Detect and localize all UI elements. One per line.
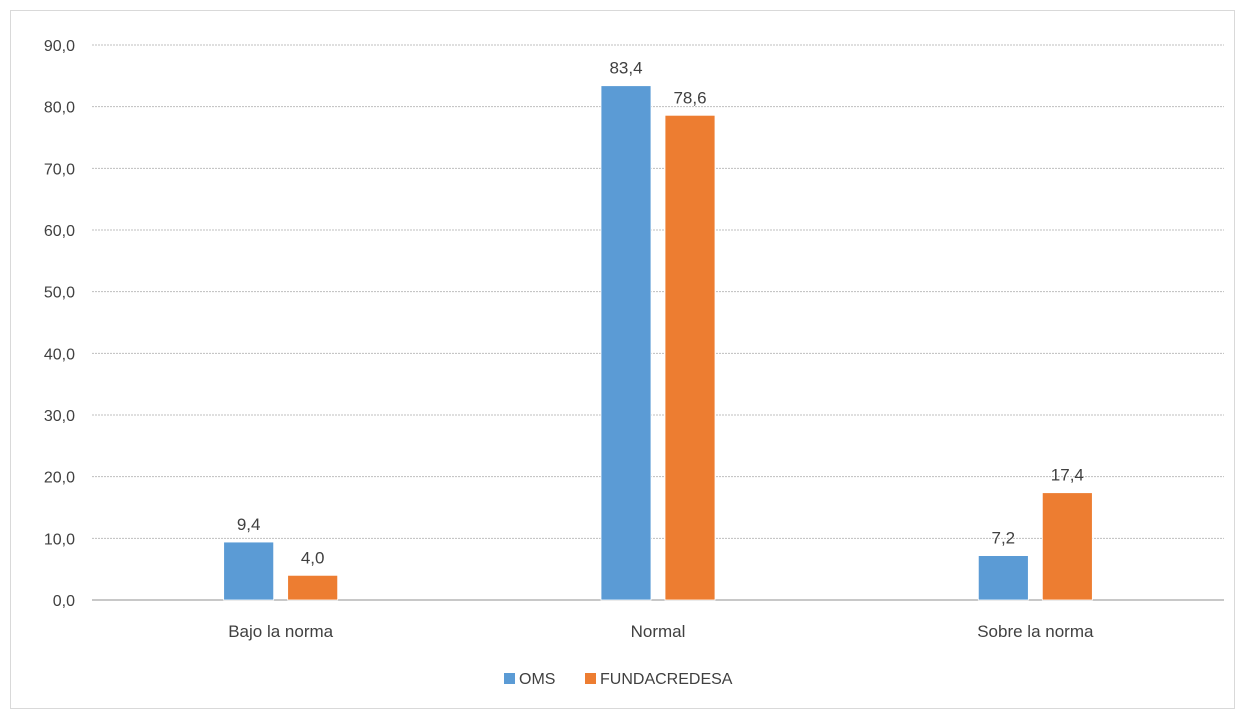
bar-fundacredesa-1: [664, 114, 716, 601]
x-category-label: Sobre la norma: [977, 622, 1094, 641]
x-category-label: Bajo la norma: [228, 622, 333, 641]
y-tick-label: 50,0: [44, 285, 75, 302]
bar-fundacredesa-0: [287, 574, 339, 601]
y-tick-label: 90,0: [44, 38, 75, 55]
y-tick-label: 30,0: [44, 408, 75, 425]
x-axis-categories: Bajo la norma Normal Sobre la norma: [228, 622, 1094, 641]
y-tick-label: 80,0: [44, 100, 75, 117]
legend-label-oms: OMS: [519, 671, 555, 688]
y-tick-label: 20,0: [44, 470, 75, 487]
y-tick-label: 10,0: [44, 531, 75, 548]
legend-swatch-oms: [504, 673, 515, 684]
data-label: 83,4: [609, 59, 642, 78]
gridlines: [92, 44, 1224, 601]
bar-fundacredesa-2: [1041, 492, 1093, 601]
bars: [223, 85, 1093, 601]
data-label: 17,4: [1051, 466, 1084, 485]
data-label: 78,6: [673, 88, 706, 107]
bar-oms-0: [223, 541, 275, 601]
legend-label-fundacredesa: FUNDACREDESA: [600, 671, 733, 688]
y-tick-label: 70,0: [44, 161, 75, 178]
y-tick-label: 0,0: [53, 593, 75, 610]
bar-oms-1: [600, 85, 652, 601]
data-label: 4,0: [301, 548, 325, 567]
legend: OMS FUNDACREDESA: [504, 671, 733, 688]
y-axis-ticks: 0,0 10,0 20,0 30,0 40,0 50,0 60,0 70,0 80,0 90,0: [44, 38, 75, 610]
data-label: 7,2: [992, 529, 1016, 548]
x-category-label: Normal: [631, 622, 686, 641]
bar-oms-2: [977, 555, 1029, 601]
y-tick-label: 60,0: [44, 223, 75, 240]
data-labels: 9,4 4,0 83,4 78,6 7,2 17,4: [237, 59, 1084, 568]
legend-swatch-fundacredesa: [585, 673, 596, 684]
y-tick-label: 40,0: [44, 346, 75, 363]
data-label: 9,4: [237, 515, 261, 534]
